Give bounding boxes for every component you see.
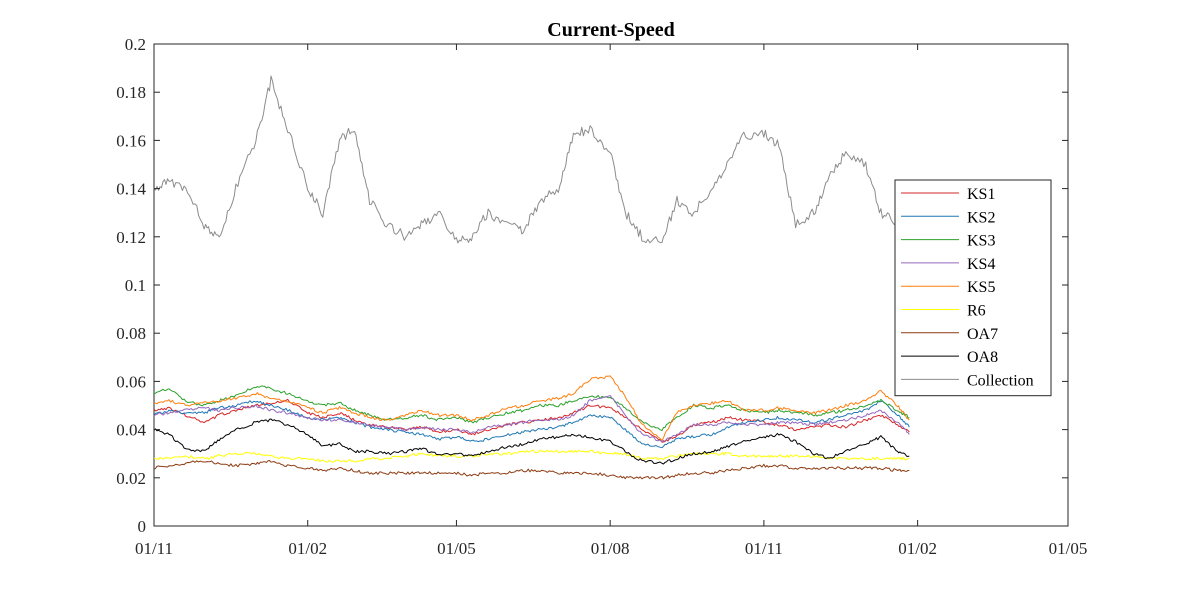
series-line-ks2 — [153, 400, 910, 449]
x-tick-label: 01/11 — [745, 539, 783, 558]
x-tick-label: 01/05 — [437, 539, 476, 558]
series-line-ks4 — [153, 395, 910, 443]
y-tick-label: 0.08 — [116, 324, 146, 343]
series-line-r6 — [153, 449, 910, 463]
legend-label: KS3 — [967, 233, 995, 250]
legend-label: KS5 — [967, 279, 995, 296]
y-tick-label: 0.1 — [125, 276, 146, 295]
y-tick-label: 0.12 — [116, 228, 146, 247]
plot-area: 01/11 01/02 01/05 01/08 01/11 01/02 01/05 0 0.0… — [116, 35, 1087, 558]
x-tick-label: 01/11 — [135, 539, 173, 558]
legend: KS1 KS2 KS3 KS4 KS5 R6 OA7 OA8 Collection — [894, 179, 1052, 397]
y-tick-label: 0.2 — [125, 35, 146, 54]
x-tick-label: 01/02 — [898, 539, 937, 558]
x-tick-label: 01/02 — [288, 539, 327, 558]
series-line-oa8 — [153, 418, 910, 465]
y-axis: 0 0.02 0.04 0.06 0.08 0.1 0.12 0.14 0.16 0.18 0.2 — [116, 35, 1068, 536]
y-tick-label: 0.02 — [116, 469, 146, 488]
y-tick-label: 0 — [138, 517, 147, 536]
series-line-ks5 — [153, 375, 910, 441]
chart-title: Current-Speed — [547, 19, 674, 41]
y-tick-label: 0.04 — [116, 421, 146, 440]
legend-label: KS1 — [967, 186, 995, 203]
y-tick-label: 0.14 — [116, 180, 146, 199]
legend-label: Collection — [967, 372, 1034, 389]
legend-label: KS2 — [967, 209, 995, 226]
series-line-ks3 — [154, 385, 910, 431]
y-tick-label: 0.16 — [116, 131, 146, 150]
legend-label: OA7 — [967, 326, 998, 343]
y-tick-label: 0.18 — [116, 83, 146, 102]
y-tick-label: 0.06 — [116, 372, 146, 391]
x-axis: 01/11 01/02 01/05 01/08 01/11 01/02 01/05 — [135, 44, 1087, 558]
x-tick-label: 01/05 — [1049, 539, 1088, 558]
series-layer — [153, 75, 910, 480]
series-line-collection — [153, 75, 910, 244]
legend-label: KS4 — [967, 256, 995, 273]
legend-label: OA8 — [967, 349, 998, 366]
series-line-oa7 — [153, 460, 910, 480]
legend-label: R6 — [967, 303, 986, 320]
x-tick-label: 01/08 — [591, 539, 630, 558]
